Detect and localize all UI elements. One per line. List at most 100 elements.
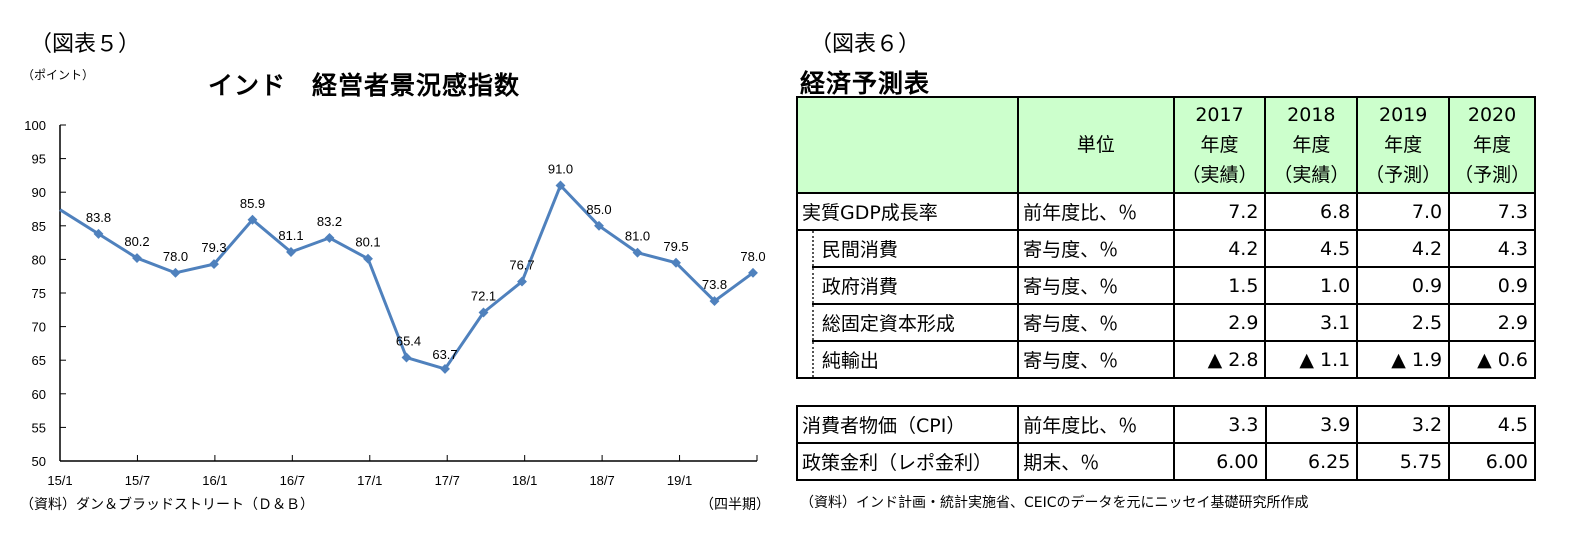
data-label: 83.8 [86,210,111,225]
cell-value: 5.75 [1356,442,1451,481]
data-point-marker [247,214,258,225]
x-tick-label: 16/7 [280,473,305,488]
cell-value: 4.5 [1264,229,1359,268]
cell-value: 7.0 [1356,192,1451,231]
forecast-table-2: 消費者物価（CPI） 前年度比、％ 3.3 3.9 3.2 4.5 政策金利（レ… [795,405,1536,481]
x-tick-label: 15/1 [47,473,72,488]
data-label: 81.0 [625,229,650,244]
x-tick-label: 19/1 [667,473,692,488]
cell-value: 6.00 [1172,442,1267,481]
table-row-private-consumption: 民間消費 寄与度、％ 4.2 4.5 4.2 4.3 [796,229,1536,268]
data-label: 85.9 [240,196,265,211]
cell-value: 2.5 [1356,303,1451,342]
header-blank [795,96,1020,194]
data-point-marker [286,247,296,257]
data-point-marker [401,352,412,363]
x-tick-label: 17/7 [435,473,460,488]
data-label: 80.1 [355,235,380,250]
cell-value: 0.9 [1448,266,1536,305]
cell-value: 2.9 [1448,303,1536,342]
cell-value: 3.9 [1264,405,1359,444]
data-label: 79.5 [663,239,688,254]
row-label: 純輸出 [811,340,1020,379]
y-tick-label: 65 [32,353,46,368]
cell-value: 4.2 [1356,229,1451,268]
cell-value: 1.0 [1264,266,1359,305]
data-label: 85.0 [586,202,611,217]
data-label: 80.2 [124,234,149,249]
table-title: 経済予測表 [800,69,931,98]
cell-value: 7.2 [1172,192,1267,231]
data-point-marker [709,296,720,307]
cell-value: 2.9 [1172,303,1267,342]
figure-label-6: （図表６） [810,32,921,57]
data-label: 73.8 [702,277,727,292]
cell-value: 7.3 [1448,192,1536,231]
row-unit: 寄与度、％ [1017,340,1175,379]
table-row-cpi: 消費者物価（CPI） 前年度比、％ 3.3 3.9 3.2 4.5 [795,405,1536,444]
y-tick-label: 95 [32,152,46,167]
row-label: 実質GDP成長率 [795,192,1020,231]
cell-value: 6.8 [1264,192,1359,231]
cell-value: 4.5 [1448,405,1536,444]
row-unit: 寄与度、％ [1017,229,1175,268]
y-tick-label: 70 [32,320,46,335]
y-tick-label: 60 [32,387,46,402]
data-point-marker [594,220,604,231]
x-tick-label: 15/7 [125,473,150,488]
x-axis-note: （四半期） [700,497,770,513]
data-point-marker [748,267,758,278]
row-label: 政府消費 [811,266,1020,305]
cell-value: ▲ 1.9 [1356,340,1451,379]
data-label: 72.1 [471,288,496,303]
data-point-marker [324,232,335,243]
row-unit: 寄与度、％ [1017,303,1175,342]
line-chart: 50 55 60 65 70 75 80 85 90 95 100 15/1 15/7 16/1 16/7 1… [24,118,765,488]
x-tick-label: 16/1 [202,473,227,488]
header-year-2020: 2020 年度 （予測） [1448,96,1536,194]
data-point-marker [209,259,219,270]
table-row-fixed-capital: 総固定資本形成 寄与度、％ 2.9 3.1 2.5 2.9 [796,303,1536,342]
header-year-2017: 2017 年度 （実績） [1172,96,1267,194]
y-tick-label: 50 [32,454,46,469]
row-label: 民間消費 [811,229,1020,268]
table-header-row: 単位 2017 年度 （実績） 2018 年度 （実績） 2019 年度 （予測… [795,96,1536,194]
row-unit: 寄与度、％ [1017,266,1175,305]
data-point-marker [440,363,450,374]
data-label: 76.7 [509,258,534,273]
header-year-2018: 2018 年度 （実績） [1264,96,1359,194]
y-tick-label: 80 [32,252,46,267]
data-point-marker [170,267,181,278]
table-row-gdp: 実質GDP成長率 前年度比、％ 7.2 6.8 7.0 7.3 [795,192,1536,231]
row-label: 総固定資本形成 [811,303,1020,342]
cell-value: 0.9 [1356,266,1451,305]
cell-value: ▲ 2.8 [1172,340,1267,379]
y-tick-label: 75 [32,286,46,301]
cell-value: 1.5 [1172,266,1267,305]
table-row-policy-rate: 政策金利（レポ金利） 期末、％ 6.00 6.25 5.75 6.00 [795,442,1536,481]
data-point-marker [93,228,104,239]
cell-value: 4.3 [1448,229,1536,268]
data-label: 91.0 [548,161,573,176]
data-label: 79.3 [201,240,226,255]
cell-value: 6.25 [1264,442,1359,481]
table-row-government-consumption: 政府消費 寄与度、％ 1.5 1.0 0.9 0.9 [796,266,1536,305]
row-unit: 前年度比、％ [1017,405,1175,444]
y-tick-label: 90 [32,185,46,200]
cell-value: 4.2 [1172,229,1267,268]
row-unit: 前年度比、％ [1017,192,1175,231]
x-tick-label: 18/1 [512,473,537,488]
x-tick-label: 18/7 [589,473,614,488]
row-label: 消費者物価（CPI） [795,405,1020,444]
cell-value: ▲ 1.1 [1264,340,1359,379]
data-label: 63.7 [432,347,457,362]
cell-value: ▲ 0.6 [1448,340,1536,379]
cell-value: 6.00 [1448,442,1536,481]
figure-label-5: （図表５） [30,32,141,57]
header-unit: 単位 [1017,96,1175,194]
data-label: 83.2 [317,214,342,229]
data-point-marker [671,257,681,268]
data-point-marker [555,180,566,191]
header-year-2019: 2019 年度 （予測） [1356,96,1451,194]
forecast-table: 単位 2017 年度 （実績） 2018 年度 （実績） 2019 年度 （予測… [795,96,1536,379]
